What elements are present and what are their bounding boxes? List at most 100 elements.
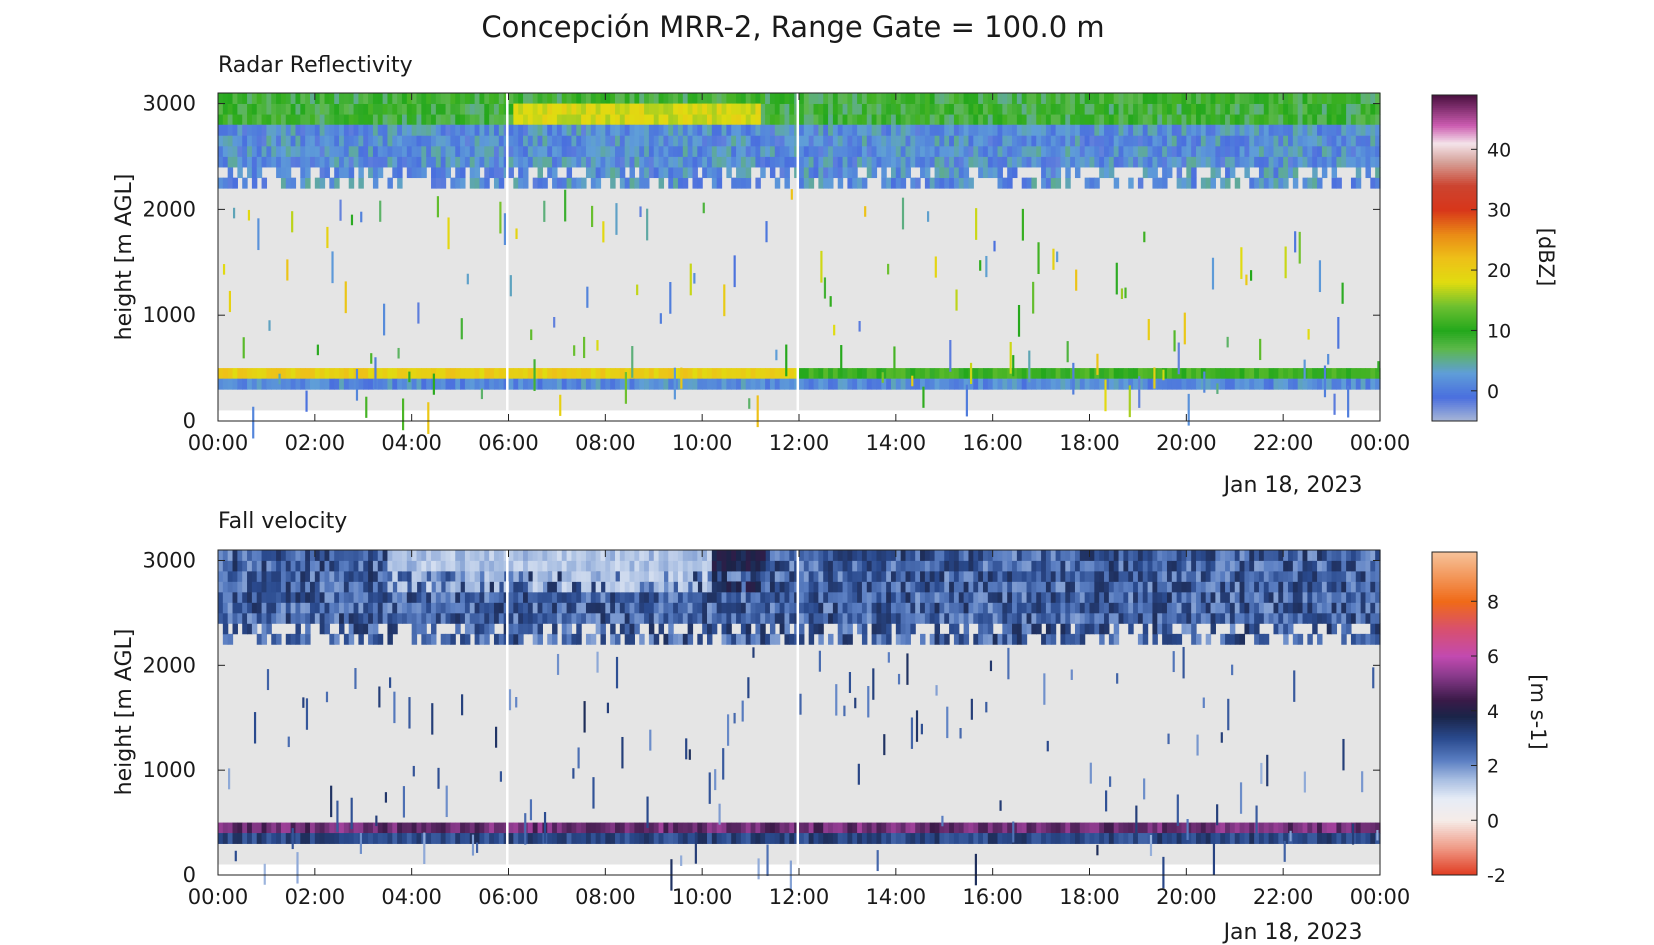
heatmap-cell bbox=[1258, 114, 1265, 126]
heatmap-cell bbox=[968, 612, 974, 624]
heatmap-cell bbox=[876, 135, 882, 147]
heatmap-cell bbox=[1143, 231, 1146, 243]
heatmap-cell bbox=[784, 378, 790, 390]
heatmap-cell bbox=[493, 145, 500, 157]
heatmap-cell bbox=[1147, 93, 1154, 104]
heatmap-cell bbox=[687, 103, 694, 115]
heatmap-cell bbox=[1142, 124, 1149, 136]
heatmap-cell bbox=[1026, 550, 1032, 561]
heatmap-cell bbox=[464, 378, 471, 390]
heatmap-cell bbox=[682, 602, 689, 614]
heatmap-cell bbox=[958, 93, 965, 104]
heatmap-cell bbox=[1283, 156, 1289, 168]
heatmap-cell bbox=[1070, 156, 1076, 168]
heatmap-cell bbox=[1321, 602, 1328, 614]
heatmap-cell bbox=[1157, 560, 1163, 572]
heatmap-cell bbox=[1060, 368, 1066, 380]
heatmap-cell bbox=[823, 167, 829, 179]
heatmap-cell bbox=[445, 581, 451, 593]
layer-reflectivity-5 bbox=[218, 378, 1381, 390]
heatmap-cell bbox=[331, 251, 334, 284]
heatmap-cell bbox=[726, 135, 732, 147]
heatmap-cell bbox=[818, 591, 824, 603]
heatmap-cell bbox=[982, 145, 989, 157]
heatmap-cell bbox=[958, 156, 965, 168]
heatmap-cell bbox=[1244, 124, 1250, 136]
heatmap-cell bbox=[314, 114, 321, 126]
heatmap-cell bbox=[397, 368, 403, 380]
heatmap-cell bbox=[890, 167, 897, 179]
heatmap-cell bbox=[1341, 114, 1347, 126]
heatmap-cell bbox=[1331, 124, 1338, 136]
heatmap-cell bbox=[973, 591, 979, 603]
heatmap-cell bbox=[978, 550, 984, 561]
heatmap-cell bbox=[861, 368, 868, 380]
heatmap-cell bbox=[537, 135, 543, 147]
heatmap-cell bbox=[242, 337, 245, 359]
heatmap-cell bbox=[1288, 591, 1294, 603]
heatmap-cell bbox=[1137, 378, 1144, 390]
heatmap-cell bbox=[1365, 145, 1371, 157]
heatmap-cell bbox=[421, 560, 427, 572]
heatmap-cell bbox=[939, 114, 945, 126]
heatmap-cell bbox=[1336, 602, 1342, 614]
heatmap-cell bbox=[624, 633, 631, 645]
heatmap-cell bbox=[305, 591, 311, 603]
heatmap-cell bbox=[1331, 581, 1338, 593]
heatmap-cell bbox=[445, 135, 451, 147]
heatmap-cell bbox=[1002, 124, 1008, 136]
heatmap-cell bbox=[1002, 114, 1008, 126]
heatmap-cell bbox=[987, 156, 994, 168]
heatmap-cell bbox=[1031, 135, 1037, 147]
heatmap-cell bbox=[779, 623, 786, 635]
heatmap-cell bbox=[1331, 167, 1338, 179]
heatmap-cell bbox=[707, 612, 713, 624]
heatmap-cell bbox=[353, 591, 360, 603]
colorbar-swatch bbox=[1432, 133, 1477, 137]
heatmap-cell bbox=[1297, 93, 1304, 104]
heatmap-cell bbox=[576, 124, 582, 136]
heatmap-cell bbox=[697, 591, 703, 603]
heatmap-cell bbox=[271, 103, 277, 115]
heatmap-cell bbox=[1225, 177, 1231, 189]
heatmap-cell bbox=[523, 623, 529, 635]
heatmap-cell bbox=[1012, 368, 1018, 380]
heatmap-cell bbox=[765, 368, 771, 380]
heatmap-cell bbox=[1350, 177, 1357, 189]
heatmap-cell bbox=[615, 167, 621, 179]
heatmap-cell bbox=[1292, 633, 1299, 645]
heatmap-cell bbox=[218, 570, 224, 582]
heatmap-cell bbox=[1021, 612, 1028, 624]
heatmap-cells-fall-velocity bbox=[218, 550, 1381, 892]
heatmap-cell bbox=[334, 560, 340, 572]
heatmap-cell bbox=[600, 378, 606, 390]
heatmap-cell bbox=[760, 623, 766, 635]
colorbar-swatch bbox=[1432, 264, 1477, 267]
heatmap-cell bbox=[1258, 378, 1265, 390]
heatmap-cell bbox=[1021, 208, 1024, 241]
heatmap-cell bbox=[1258, 145, 1265, 157]
heatmap-cell bbox=[982, 167, 989, 179]
heatmap-cell bbox=[343, 368, 350, 380]
heatmap-cell bbox=[1012, 560, 1018, 572]
heatmap-cell bbox=[1007, 581, 1013, 593]
heatmap-cell bbox=[1055, 612, 1062, 624]
heatmap-cell bbox=[910, 591, 916, 603]
heatmap-cell bbox=[716, 93, 723, 104]
heatmap-cell bbox=[1365, 167, 1371, 179]
heatmap-cell bbox=[1166, 550, 1173, 561]
heatmap-cell bbox=[982, 114, 989, 126]
heatmap-cell bbox=[1244, 167, 1250, 179]
heatmap-cell bbox=[736, 156, 742, 168]
heatmap-cell bbox=[1210, 135, 1216, 147]
heatmap-cell bbox=[750, 591, 757, 603]
heatmap-cell bbox=[397, 591, 403, 603]
heatmap-cell bbox=[1215, 93, 1221, 104]
heatmap-cell bbox=[973, 114, 979, 126]
heatmap-cell bbox=[953, 368, 960, 380]
heatmap-cell bbox=[648, 93, 655, 104]
heatmap-cell bbox=[997, 124, 1003, 136]
heatmap-cell bbox=[1215, 581, 1221, 593]
heatmap-cell bbox=[1375, 550, 1381, 561]
